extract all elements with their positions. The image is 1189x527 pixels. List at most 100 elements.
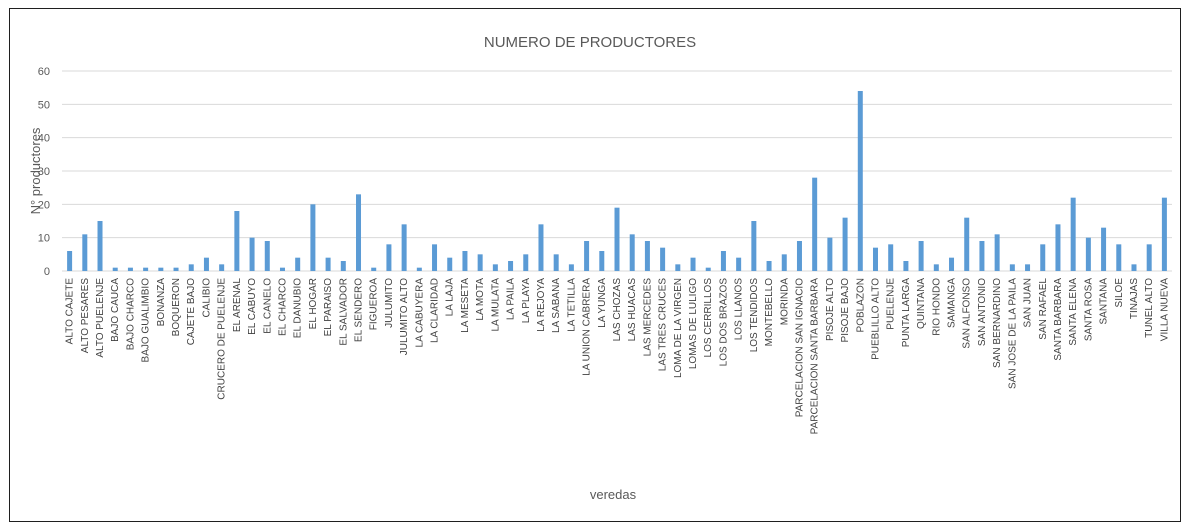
bar bbox=[568, 264, 574, 271]
x-tick-label: LA MOTA bbox=[475, 278, 486, 321]
bar bbox=[371, 267, 377, 271]
bar bbox=[933, 264, 939, 271]
x-tick-label: ALTO PUELENJE bbox=[95, 278, 106, 358]
x-tick-label: SANTANA bbox=[1099, 278, 1110, 325]
x-tick-label: LA LAJA bbox=[445, 278, 456, 317]
bar bbox=[690, 257, 696, 271]
x-tick-label: EL SALVADOR bbox=[338, 278, 349, 346]
x-tick-label: ALTO PESARES bbox=[80, 278, 91, 354]
bar bbox=[219, 264, 225, 271]
bar bbox=[340, 261, 346, 271]
x-tick-label: BAJO CAUCA bbox=[110, 278, 121, 342]
x-tick-label: LOMA DE LA VIRGEN bbox=[673, 278, 684, 378]
x-tick-label: EL HOGAR bbox=[308, 278, 319, 329]
x-tick-label: ALTO CAJETE bbox=[65, 278, 76, 345]
x-tick-label: PISOJE ALTO bbox=[825, 278, 836, 341]
x-tick-label: LAS CHOZAS bbox=[612, 278, 623, 342]
bar bbox=[97, 221, 103, 271]
x-tick-label: POBLAZON bbox=[855, 278, 866, 332]
x-tick-label: EL CABUYO bbox=[247, 278, 258, 335]
x-tick-label: BAJO GUALIMBIO bbox=[141, 278, 152, 363]
y-tick-label: 10 bbox=[38, 233, 50, 245]
bar bbox=[1161, 197, 1167, 271]
bar bbox=[812, 177, 818, 271]
bar bbox=[188, 264, 194, 271]
x-tick-label: LAS TRES CRUCES bbox=[658, 278, 669, 372]
bar bbox=[82, 234, 88, 271]
y-tick-label: 20 bbox=[38, 199, 50, 211]
bar bbox=[447, 257, 453, 271]
x-tick-label: PUNTA LARGA bbox=[901, 278, 912, 348]
x-tick-label: SAMANGA bbox=[947, 278, 958, 328]
bar bbox=[127, 267, 133, 271]
x-tick-label: LA CLARIDAD bbox=[430, 278, 441, 343]
bar bbox=[949, 257, 955, 271]
x-tick-label: SANTA ELENA bbox=[1068, 278, 1079, 346]
x-tick-label: EL DANUBIO bbox=[293, 278, 304, 338]
bar bbox=[492, 264, 498, 271]
x-tick-label: PARCELACION SAN IGNACIO bbox=[794, 278, 805, 418]
x-axis-ticks: ALTO CAJETE ALTO PESARES ALTO PUELENJE BAJO… bbox=[65, 278, 1171, 435]
bar bbox=[918, 241, 924, 271]
bar bbox=[112, 267, 118, 271]
bar bbox=[736, 257, 742, 271]
bar bbox=[1085, 237, 1091, 271]
x-tick-label: SAN JUAN bbox=[1023, 278, 1034, 327]
bar bbox=[903, 261, 909, 271]
y-axis-ticks: 0 10 20 30 40 50 60 bbox=[38, 66, 50, 278]
x-tick-label: PARCELACION SANTA BARBARA bbox=[810, 278, 821, 435]
y-tick-label: 0 bbox=[44, 266, 50, 278]
bar bbox=[508, 261, 514, 271]
bar bbox=[356, 194, 362, 271]
bar bbox=[979, 241, 985, 271]
bar bbox=[401, 224, 407, 271]
x-tick-label: LA CABUYERA bbox=[414, 278, 425, 348]
x-tick-label: BOQUERON bbox=[171, 278, 182, 336]
x-tick-label: VILLA NUEVA bbox=[1159, 278, 1170, 342]
y-tick-label: 60 bbox=[38, 66, 50, 78]
bar bbox=[432, 244, 438, 271]
gridlines bbox=[62, 70, 1172, 272]
bar bbox=[158, 267, 164, 271]
x-tick-label: BAJO CHARCO bbox=[125, 278, 136, 350]
bar bbox=[416, 267, 422, 271]
y-tick-label: 40 bbox=[38, 133, 50, 145]
bar bbox=[857, 91, 863, 271]
bar bbox=[295, 257, 301, 271]
y-axis-label: N° productores bbox=[28, 127, 43, 214]
x-tick-label: LA REJOYA bbox=[536, 278, 547, 332]
y-tick-label: 30 bbox=[38, 166, 50, 178]
x-tick-label: LAS HUACAS bbox=[627, 278, 638, 342]
x-tick-label: SANTA ROSA bbox=[1083, 278, 1094, 341]
bar bbox=[1131, 264, 1137, 271]
x-tick-label: CALIBIO bbox=[201, 278, 212, 318]
bar bbox=[872, 247, 878, 271]
x-tick-label: LOMAS DE LULIGO bbox=[688, 278, 699, 369]
x-tick-label: LA SABANA bbox=[551, 278, 562, 333]
x-axis-label: veredas bbox=[590, 487, 637, 502]
x-tick-label: CAJETE BAJO bbox=[186, 278, 197, 345]
bar bbox=[751, 221, 757, 271]
bar bbox=[1101, 227, 1107, 271]
bar bbox=[462, 251, 468, 271]
x-tick-label: SAN ANTONIO bbox=[977, 278, 988, 346]
bar bbox=[584, 241, 590, 271]
chart-frame: NUMERO DE PRODUCTORES 0 10 20 30 40 50 60 ALTO… bbox=[9, 8, 1181, 522]
x-tick-label: EL CHARCO bbox=[277, 278, 288, 336]
y-tick-label: 50 bbox=[38, 99, 50, 111]
x-tick-label: CRUCERO DE PUELENJE bbox=[217, 278, 228, 400]
chart-title: NUMERO DE PRODUCTORES bbox=[484, 34, 696, 51]
x-tick-label: JULUMITO ALTO bbox=[399, 278, 410, 355]
x-tick-label: EL PARAISO bbox=[323, 278, 334, 337]
bar bbox=[888, 244, 894, 271]
x-tick-label: SAN RAFAEL bbox=[1038, 278, 1049, 340]
bar bbox=[203, 257, 209, 271]
x-tick-label: PUEBLILLO ALTO bbox=[870, 278, 881, 360]
bar bbox=[994, 234, 1000, 271]
x-tick-label: LA PAILA bbox=[506, 278, 517, 320]
bar bbox=[477, 254, 483, 271]
bar-chart: NUMERO DE PRODUCTORES 0 10 20 30 40 50 60 ALTO… bbox=[28, 34, 1172, 502]
x-tick-label: EL SENDERO bbox=[354, 278, 365, 342]
x-tick-label: MONTEBELLO bbox=[764, 278, 775, 347]
bar bbox=[264, 241, 270, 271]
